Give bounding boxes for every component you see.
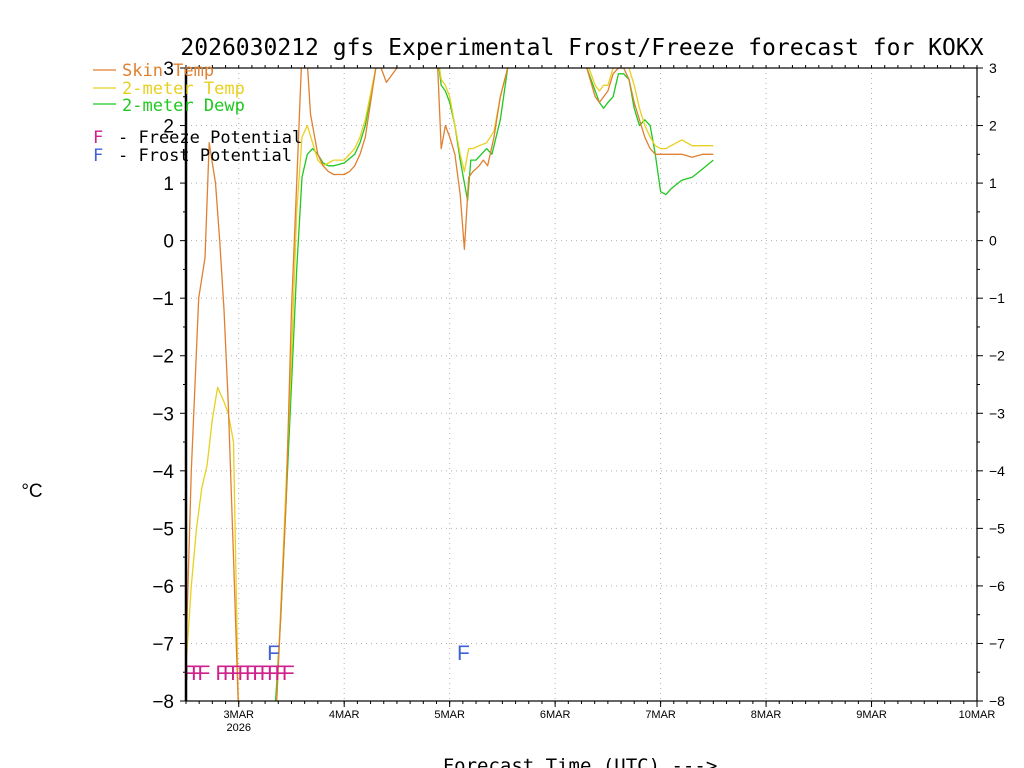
y-tick-label-left: −2 bbox=[152, 347, 174, 368]
y-tick-label-left: 2 bbox=[163, 117, 174, 138]
y-tick-label-left: 1 bbox=[163, 174, 174, 195]
y-tick-label-right: −3 bbox=[989, 405, 1005, 421]
axis-labels: −8 −8 −7 −7 −6 −6 −5 −5 −4 −4 −3 −3 −2 −2 −1 −1 0 0 1 1 2 2 3 3… bbox=[152, 59, 1005, 734]
freeze-mark: F bbox=[282, 662, 295, 685]
y-tick-label-left: 3 bbox=[163, 59, 174, 80]
y-tick-label-right: −8 bbox=[989, 693, 1005, 709]
y-tick-label-right: 1 bbox=[989, 175, 997, 191]
y-tick-label-right: −1 bbox=[989, 290, 1005, 306]
y-tick-label-left: −7 bbox=[152, 634, 174, 655]
y-tick-label-left: −4 bbox=[152, 462, 174, 483]
freeze-mark: F bbox=[245, 662, 258, 685]
legend-label-skin-temp: Skin Temp bbox=[122, 61, 214, 81]
legend-label-2m-dewp: 2-meter Dewp bbox=[122, 96, 245, 116]
x-tick-label: 7MAR bbox=[645, 709, 676, 721]
y-tick-label-left: −5 bbox=[152, 519, 174, 540]
x-axis-label: Forecast Time (UTC) ---> bbox=[443, 755, 718, 768]
y-tick-label-right: 0 bbox=[989, 233, 997, 249]
x-tick-label: 5MAR bbox=[434, 709, 465, 721]
frost-potential-symbol: F bbox=[93, 146, 103, 166]
freeze-mark: F bbox=[230, 662, 243, 685]
freeze-mark: F bbox=[191, 662, 204, 685]
freeze-mark: F bbox=[260, 662, 273, 685]
x-tick-label: 8MAR bbox=[751, 709, 782, 721]
freeze-mark: F bbox=[275, 662, 288, 685]
freeze-potential-label: - Freeze Potential bbox=[118, 128, 302, 148]
y-tick-label-left: −6 bbox=[152, 577, 174, 598]
y-tick-label-left: 0 bbox=[163, 232, 174, 253]
y-tick-label-right: 2 bbox=[989, 118, 997, 134]
freeze-mark: F bbox=[238, 662, 251, 685]
chart-title: 2026030212 gfs Experimental Frost/Freeze… bbox=[180, 35, 983, 61]
freeze-potential-symbol: F bbox=[93, 128, 103, 148]
freeze-mark: F bbox=[198, 662, 211, 685]
freeze-mark: F bbox=[252, 662, 265, 685]
y-tick-label-right: −7 bbox=[989, 635, 1005, 651]
x-tick-label: 9MAR bbox=[856, 709, 887, 721]
x-tick-label: 3MAR bbox=[223, 709, 254, 721]
frost-mark: F bbox=[457, 642, 470, 665]
x-tick-label: 4MAR bbox=[329, 709, 360, 721]
x-tick-label: 6MAR bbox=[540, 709, 571, 721]
series-lines bbox=[186, 68, 714, 701]
y-axis-label: °C bbox=[21, 481, 42, 502]
y-tick-label-left: −3 bbox=[152, 404, 174, 425]
series-line-skin-temp bbox=[186, 68, 714, 701]
y-tick-label-left: −8 bbox=[152, 692, 174, 713]
y-tick-label-right: −4 bbox=[989, 463, 1005, 479]
plot-frame bbox=[180, 65, 983, 707]
grid-lines bbox=[186, 68, 977, 701]
legend-label-2m-temp: 2-meter Temp bbox=[122, 79, 245, 99]
freeze-mark: F bbox=[267, 662, 280, 685]
y-tick-label-left: −1 bbox=[152, 289, 174, 310]
frost-potential-label: - Frost Potential bbox=[118, 146, 292, 166]
freeze-mark: F bbox=[223, 662, 236, 685]
y-tick-label-right: 3 bbox=[989, 60, 997, 76]
y-tick-label-right: −6 bbox=[989, 578, 1005, 594]
series-line-2-meter-temp bbox=[186, 68, 714, 701]
x-tick-sublabel: 2026 bbox=[226, 722, 250, 734]
y-tick-label-right: −2 bbox=[989, 348, 1005, 364]
legend: Skin Temp 2-meter Temp 2-meter Dewp F - … bbox=[93, 61, 302, 166]
y-tick-label-right: −5 bbox=[989, 520, 1005, 536]
x-tick-label: 10MAR bbox=[959, 709, 996, 721]
frost-mark: F bbox=[267, 642, 280, 665]
freeze-mark: F bbox=[215, 662, 228, 685]
